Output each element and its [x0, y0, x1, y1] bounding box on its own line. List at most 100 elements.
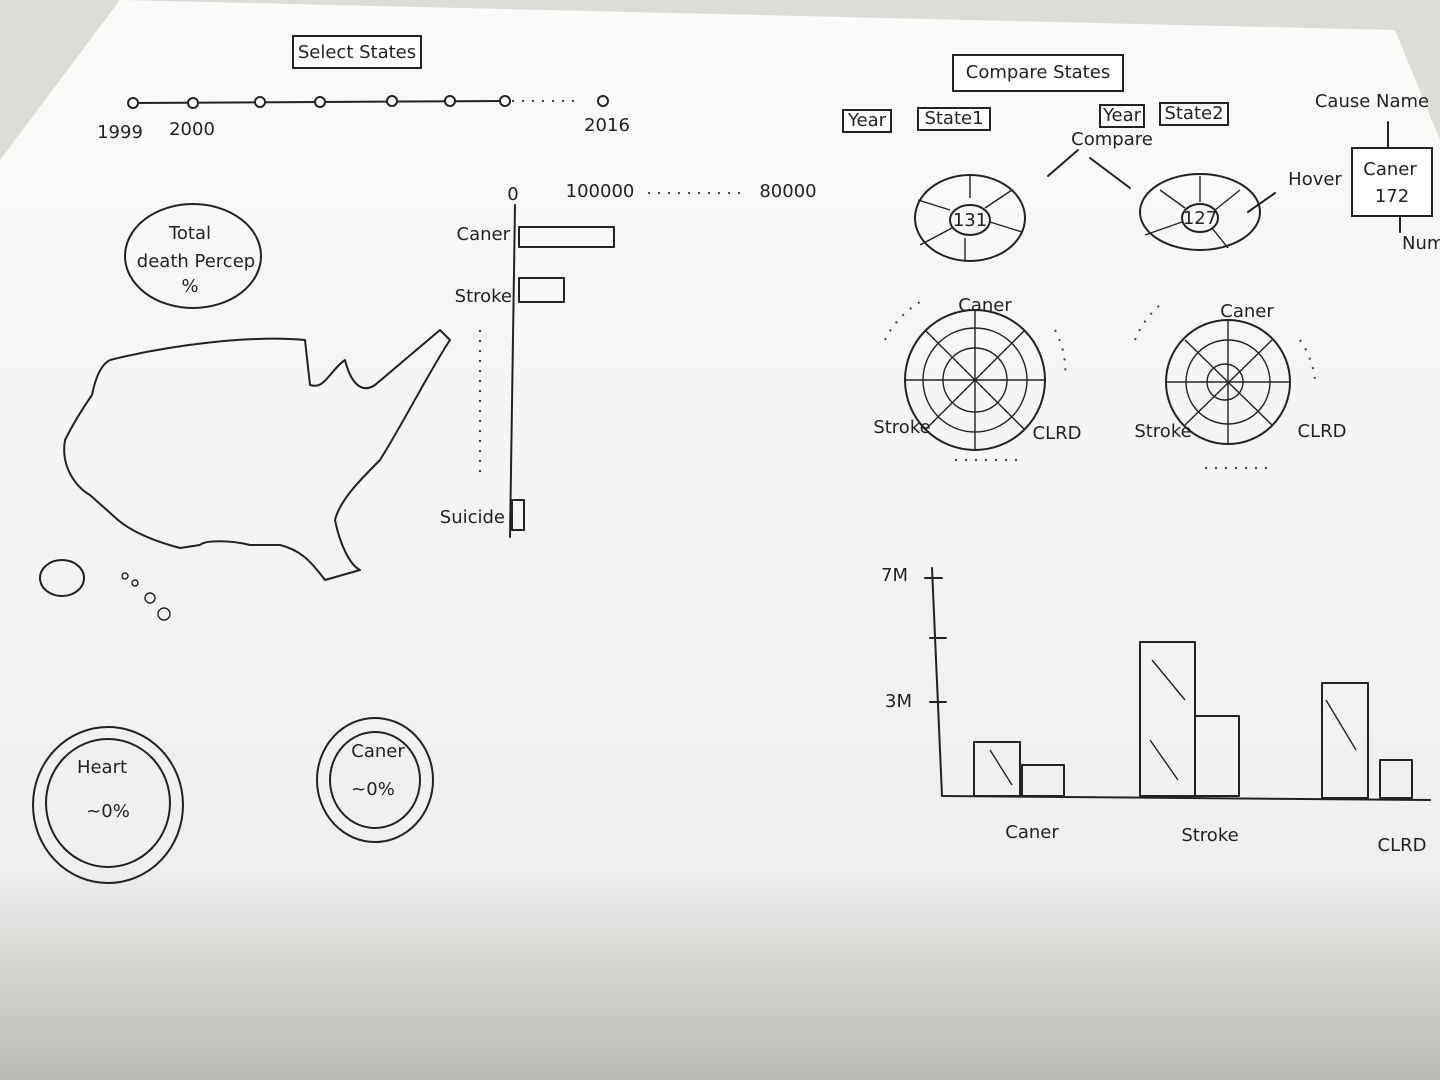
- column-chart: 7M 3M Caner Stroke CLRD: [881, 565, 1431, 856]
- control-label: State1: [924, 108, 983, 129]
- connector-line: [1047, 149, 1079, 177]
- bar-axis-label: 80000: [759, 181, 816, 202]
- pie-center: [949, 204, 991, 236]
- radar-label: Stroke: [1134, 421, 1191, 442]
- x-tick-label: CLRD: [1378, 835, 1427, 856]
- control-label: Year: [1102, 105, 1142, 126]
- gauge-value: ~0%: [86, 801, 130, 822]
- year-select[interactable]: [1099, 104, 1145, 128]
- pie-outline: [1139, 173, 1261, 251]
- column: [973, 741, 1021, 797]
- gauge: Heart ~0%: [32, 726, 184, 884]
- radar-label: Stroke: [873, 417, 930, 438]
- bar-axis-label: 100000: [566, 181, 635, 202]
- trail-dot: [157, 607, 171, 621]
- gauge: Caner ~0%: [316, 717, 434, 843]
- compare-title: Compare States: [966, 62, 1110, 83]
- compare-connector: Compare: [1071, 129, 1153, 150]
- compare-button[interactable]: [952, 54, 1124, 92]
- radar-label: CLRD: [1033, 423, 1082, 444]
- bar: [518, 277, 565, 303]
- bar-axis: [509, 204, 516, 538]
- select-button-label: Select States: [298, 42, 416, 63]
- gauge-label: Heart: [77, 757, 127, 778]
- bar-axis-label: 0: [507, 184, 518, 205]
- pie: 127: [1139, 173, 1261, 251]
- radar: Caner Stroke CLRD: [1134, 301, 1347, 469]
- tooltip-title: Cause Name: [1315, 91, 1429, 112]
- pie-slices: [1144, 176, 1241, 249]
- radar-label: CLRD: [1298, 421, 1347, 442]
- tooltip-name: Caner: [1363, 159, 1417, 180]
- pie-slices: [917, 175, 1023, 260]
- y-axis: [931, 567, 943, 797]
- timeline-node: [499, 95, 511, 107]
- timeline-node: [444, 95, 456, 107]
- pie-value: 131: [953, 210, 987, 231]
- select-button[interactable]: [292, 35, 422, 69]
- radar-dots: [884, 301, 1067, 461]
- trail-dot: [121, 572, 129, 580]
- us-map: [63, 329, 451, 581]
- y-tick-label: 3M: [885, 691, 912, 712]
- bar-label: Stroke: [455, 286, 512, 307]
- radar-spokes: [905, 310, 1045, 450]
- pie-value: 127: [1183, 208, 1217, 229]
- bar-label: Caner: [457, 224, 511, 245]
- timeline-node: [254, 96, 266, 108]
- total-death-circle: [124, 203, 262, 309]
- gauge-inner: [45, 738, 171, 868]
- radar-label: Caner: [1220, 301, 1274, 322]
- radar-dots: [1134, 304, 1316, 469]
- radar-spokes: [1166, 320, 1290, 444]
- x-tick-label: Stroke: [1181, 825, 1238, 846]
- timeline-node: [314, 96, 326, 108]
- column: [1021, 764, 1065, 797]
- gauge-value: ~0%: [351, 779, 395, 800]
- timeline-node: [187, 97, 199, 109]
- timeline-label: 2016: [584, 115, 630, 136]
- radar: Caner Stroke CLRD: [873, 295, 1082, 461]
- state-select[interactable]: [1159, 102, 1229, 126]
- control-label: Year: [847, 110, 887, 131]
- timeline-node: [386, 95, 398, 107]
- column: [1321, 682, 1369, 799]
- map-bubble: [39, 559, 85, 597]
- column: [1194, 715, 1240, 797]
- tooltip-value: 172: [1375, 186, 1409, 207]
- pie: 131: [914, 174, 1026, 262]
- bar-chart: 0 100000 80000 Caner Stroke Suicide: [440, 181, 817, 538]
- column: [1379, 759, 1413, 799]
- bar-label: Suicide: [440, 507, 505, 528]
- control-label: State2: [1164, 103, 1223, 124]
- connector-line: [1089, 157, 1131, 189]
- total-death-subtitle: death Percep: [137, 251, 255, 272]
- y-tick-label: 7M: [881, 565, 908, 586]
- x-tick-label: Caner: [1005, 822, 1059, 843]
- gauge-inner: [329, 731, 421, 829]
- bar: [518, 226, 615, 248]
- gauge-ring: [316, 717, 434, 843]
- total-death-value: %: [181, 276, 198, 297]
- map-bubble-trail: [121, 572, 171, 621]
- timeline: 1999 2000 2016: [97, 95, 630, 143]
- column-hatch: [989, 659, 1357, 786]
- radar-label: Caner: [958, 295, 1012, 316]
- hover-label: Hover: [1288, 169, 1342, 190]
- total-death-title: Total: [168, 223, 211, 244]
- timeline-node: [597, 95, 609, 107]
- tooltip-note: Num: [1402, 233, 1440, 254]
- pie-center: [1181, 203, 1219, 233]
- trail-dot: [131, 579, 139, 587]
- timeline-label: 2000: [169, 119, 215, 140]
- trail-dot: [144, 592, 156, 604]
- gauge-ring: [32, 726, 184, 884]
- gauge-label: Caner: [351, 741, 405, 762]
- state-select[interactable]: [917, 107, 991, 131]
- tooltip: [1351, 147, 1433, 217]
- year-select[interactable]: [842, 109, 892, 133]
- timeline-nodes: [127, 95, 609, 109]
